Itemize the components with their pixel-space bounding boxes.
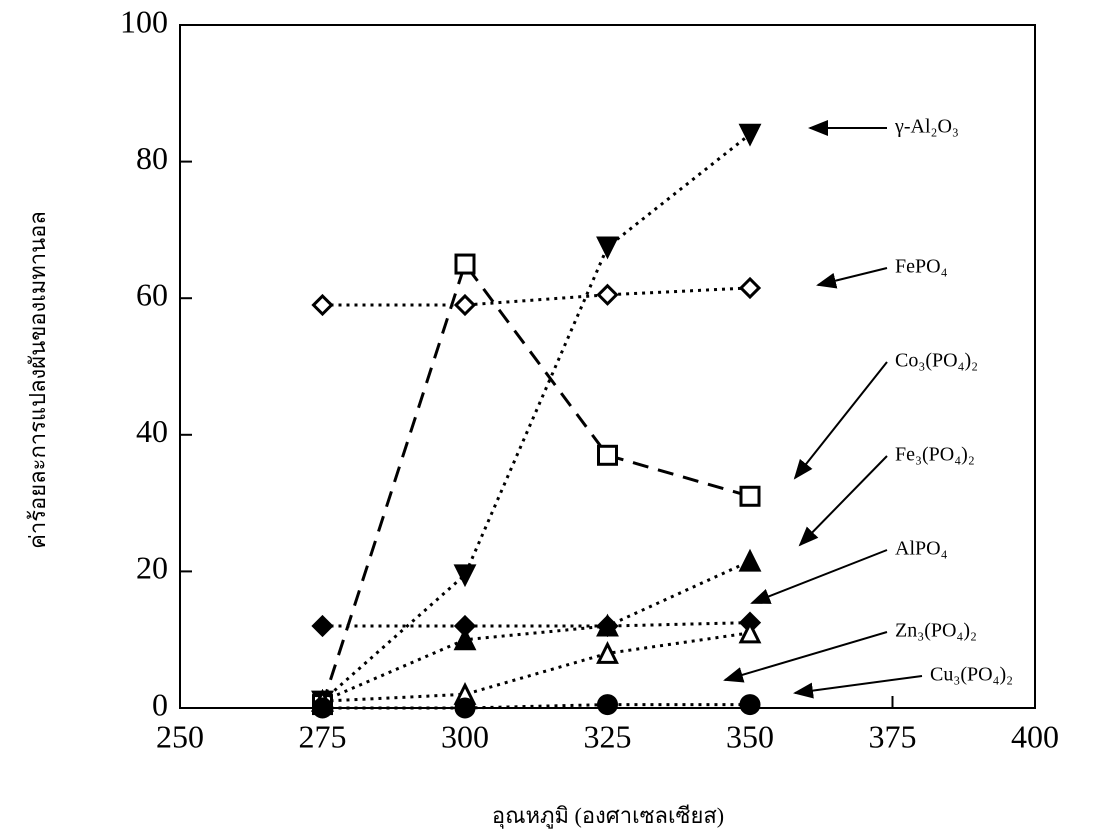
point [453, 293, 477, 317]
annotation-arrow [798, 455, 888, 547]
annotation-arrow [723, 631, 888, 683]
annotation-arrow [793, 675, 923, 699]
point [738, 620, 762, 644]
legend-label: Zn₃(PO₄)₂ [895, 620, 977, 642]
point [738, 548, 762, 572]
series-line [322, 621, 751, 628]
annotation-arrow [793, 361, 888, 480]
point [597, 444, 618, 466]
legend-label: AlPO₄ [895, 538, 948, 560]
legend-label: Fe₃(PO₄)₂ [895, 444, 975, 466]
point [596, 236, 619, 260]
legend-label: FePO₄ [895, 256, 948, 278]
x-tick-label: 275 [299, 718, 347, 754]
point [453, 564, 477, 588]
point [596, 283, 619, 306]
y-tick-label: 60 [136, 277, 168, 313]
series-line [322, 286, 751, 307]
x-axis-label: อุณหภูมิ (องศาเซลเซียส) [492, 803, 724, 829]
point [453, 614, 477, 638]
y-axis-label: ค่าร้อยละการแปลงผันของเมทานอล [25, 211, 50, 549]
y-tick-label: 80 [136, 140, 168, 176]
y-tick-label: 40 [136, 413, 168, 449]
point [453, 627, 477, 651]
legend-label: Cu₃(PO₄)₂ [930, 664, 1013, 686]
x-tick-label: 375 [869, 718, 917, 754]
point [311, 614, 334, 638]
y-tick-label: 0 [152, 686, 168, 722]
point [597, 694, 618, 716]
point [738, 123, 762, 147]
point [454, 253, 476, 275]
x-tick-label: 250 [156, 718, 204, 754]
point [312, 697, 333, 719]
x-tick-label: 350 [726, 718, 774, 754]
point [596, 614, 619, 638]
point [311, 293, 334, 317]
legend-label: γ-Al₂O₃ [894, 116, 959, 138]
point [739, 485, 761, 507]
y-tick-label: 20 [136, 550, 168, 586]
series-line [322, 631, 751, 703]
x-tick-label: 400 [1011, 718, 1059, 754]
x-tick-label: 325 [584, 718, 632, 754]
x-tick-label: 300 [441, 718, 489, 754]
annotation-arrow [816, 267, 888, 289]
annotation-arrow [750, 549, 888, 604]
point [596, 641, 619, 664]
series-line [321, 559, 751, 703]
series-line [321, 260, 751, 706]
point [454, 697, 476, 719]
point [739, 694, 761, 716]
point [738, 276, 762, 300]
series-line [321, 133, 751, 703]
y-tick-label: 100 [120, 3, 168, 39]
legend-label: Co₃(PO₄)₂ [895, 350, 978, 372]
